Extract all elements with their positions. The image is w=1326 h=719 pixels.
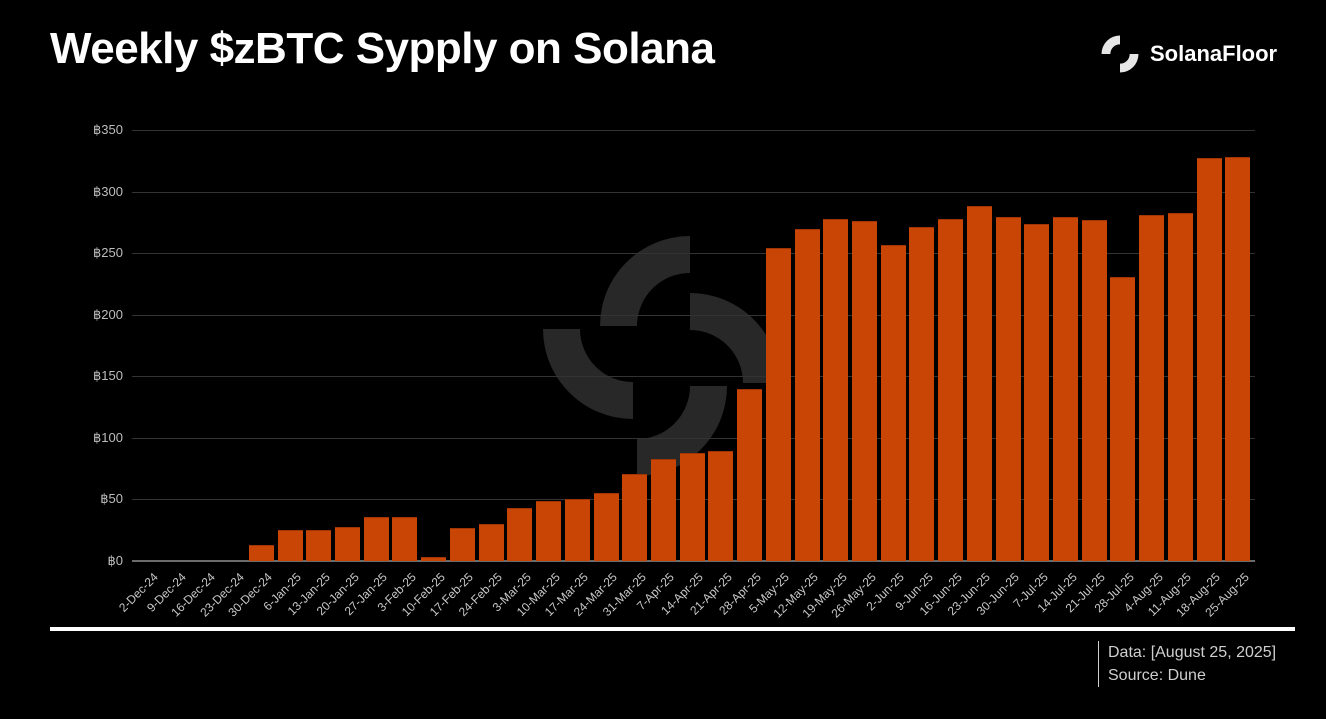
y-axis-tick-label: ฿100 (93, 429, 123, 445)
bar (823, 218, 849, 561)
bar (1139, 214, 1165, 561)
bar (564, 499, 590, 561)
bar (794, 228, 820, 561)
gridline (132, 376, 1255, 377)
brand-name: SolanaFloor (1150, 41, 1278, 66)
bar (421, 557, 447, 561)
solanafloor-logo-icon (1101, 35, 1139, 73)
bar (1053, 217, 1079, 561)
y-axis-tick-label: ฿150 (93, 368, 123, 384)
bar (277, 530, 303, 561)
bar (593, 493, 619, 561)
gridline (132, 130, 1255, 131)
bar (392, 516, 418, 561)
bar (1110, 276, 1136, 561)
bar (880, 244, 906, 561)
bar (1225, 157, 1251, 561)
bar (708, 451, 734, 561)
bar (909, 227, 935, 561)
source-label: Source: Dune (1108, 667, 1206, 684)
brand-logo: SolanaFloor (1098, 32, 1277, 76)
bar (478, 524, 504, 561)
bar (995, 217, 1021, 561)
bar (536, 500, 562, 561)
data-date-label: Data: [August 25, 2025] (1108, 644, 1277, 661)
bar (363, 516, 389, 561)
bar (1167, 212, 1193, 561)
bar (966, 206, 992, 561)
bar (1196, 158, 1222, 561)
bar (449, 527, 475, 561)
chart-title: Weekly $zBTC Sypply on Solana (50, 24, 715, 73)
bar (507, 508, 533, 561)
bar (1081, 219, 1107, 561)
gridline (132, 438, 1255, 439)
bar (1024, 223, 1050, 561)
gridline (132, 315, 1255, 316)
y-axis-tick-label: ฿250 (93, 245, 123, 261)
bar (938, 218, 964, 561)
bar (679, 452, 705, 561)
y-axis-tick-label: ฿300 (93, 183, 123, 199)
y-axis-tick-label: ฿0 (107, 553, 123, 568)
gridline (132, 253, 1255, 254)
footer-notes: Data: [August 25, 2025] Source: Dune (1098, 641, 1276, 687)
bar (306, 530, 332, 561)
footer-divider (50, 627, 1295, 631)
gridline (132, 192, 1255, 193)
x-axis-line (132, 560, 1255, 562)
bar (335, 526, 361, 561)
bar (852, 221, 877, 561)
bar (622, 473, 648, 561)
bar (737, 388, 763, 561)
y-axis-tick-label: ฿50 (100, 491, 123, 507)
bar (248, 544, 274, 561)
y-axis-tick-label: ฿200 (93, 306, 123, 322)
y-axis-tick-label: ฿350 (93, 122, 123, 137)
bar (765, 248, 791, 561)
bar (650, 458, 676, 561)
